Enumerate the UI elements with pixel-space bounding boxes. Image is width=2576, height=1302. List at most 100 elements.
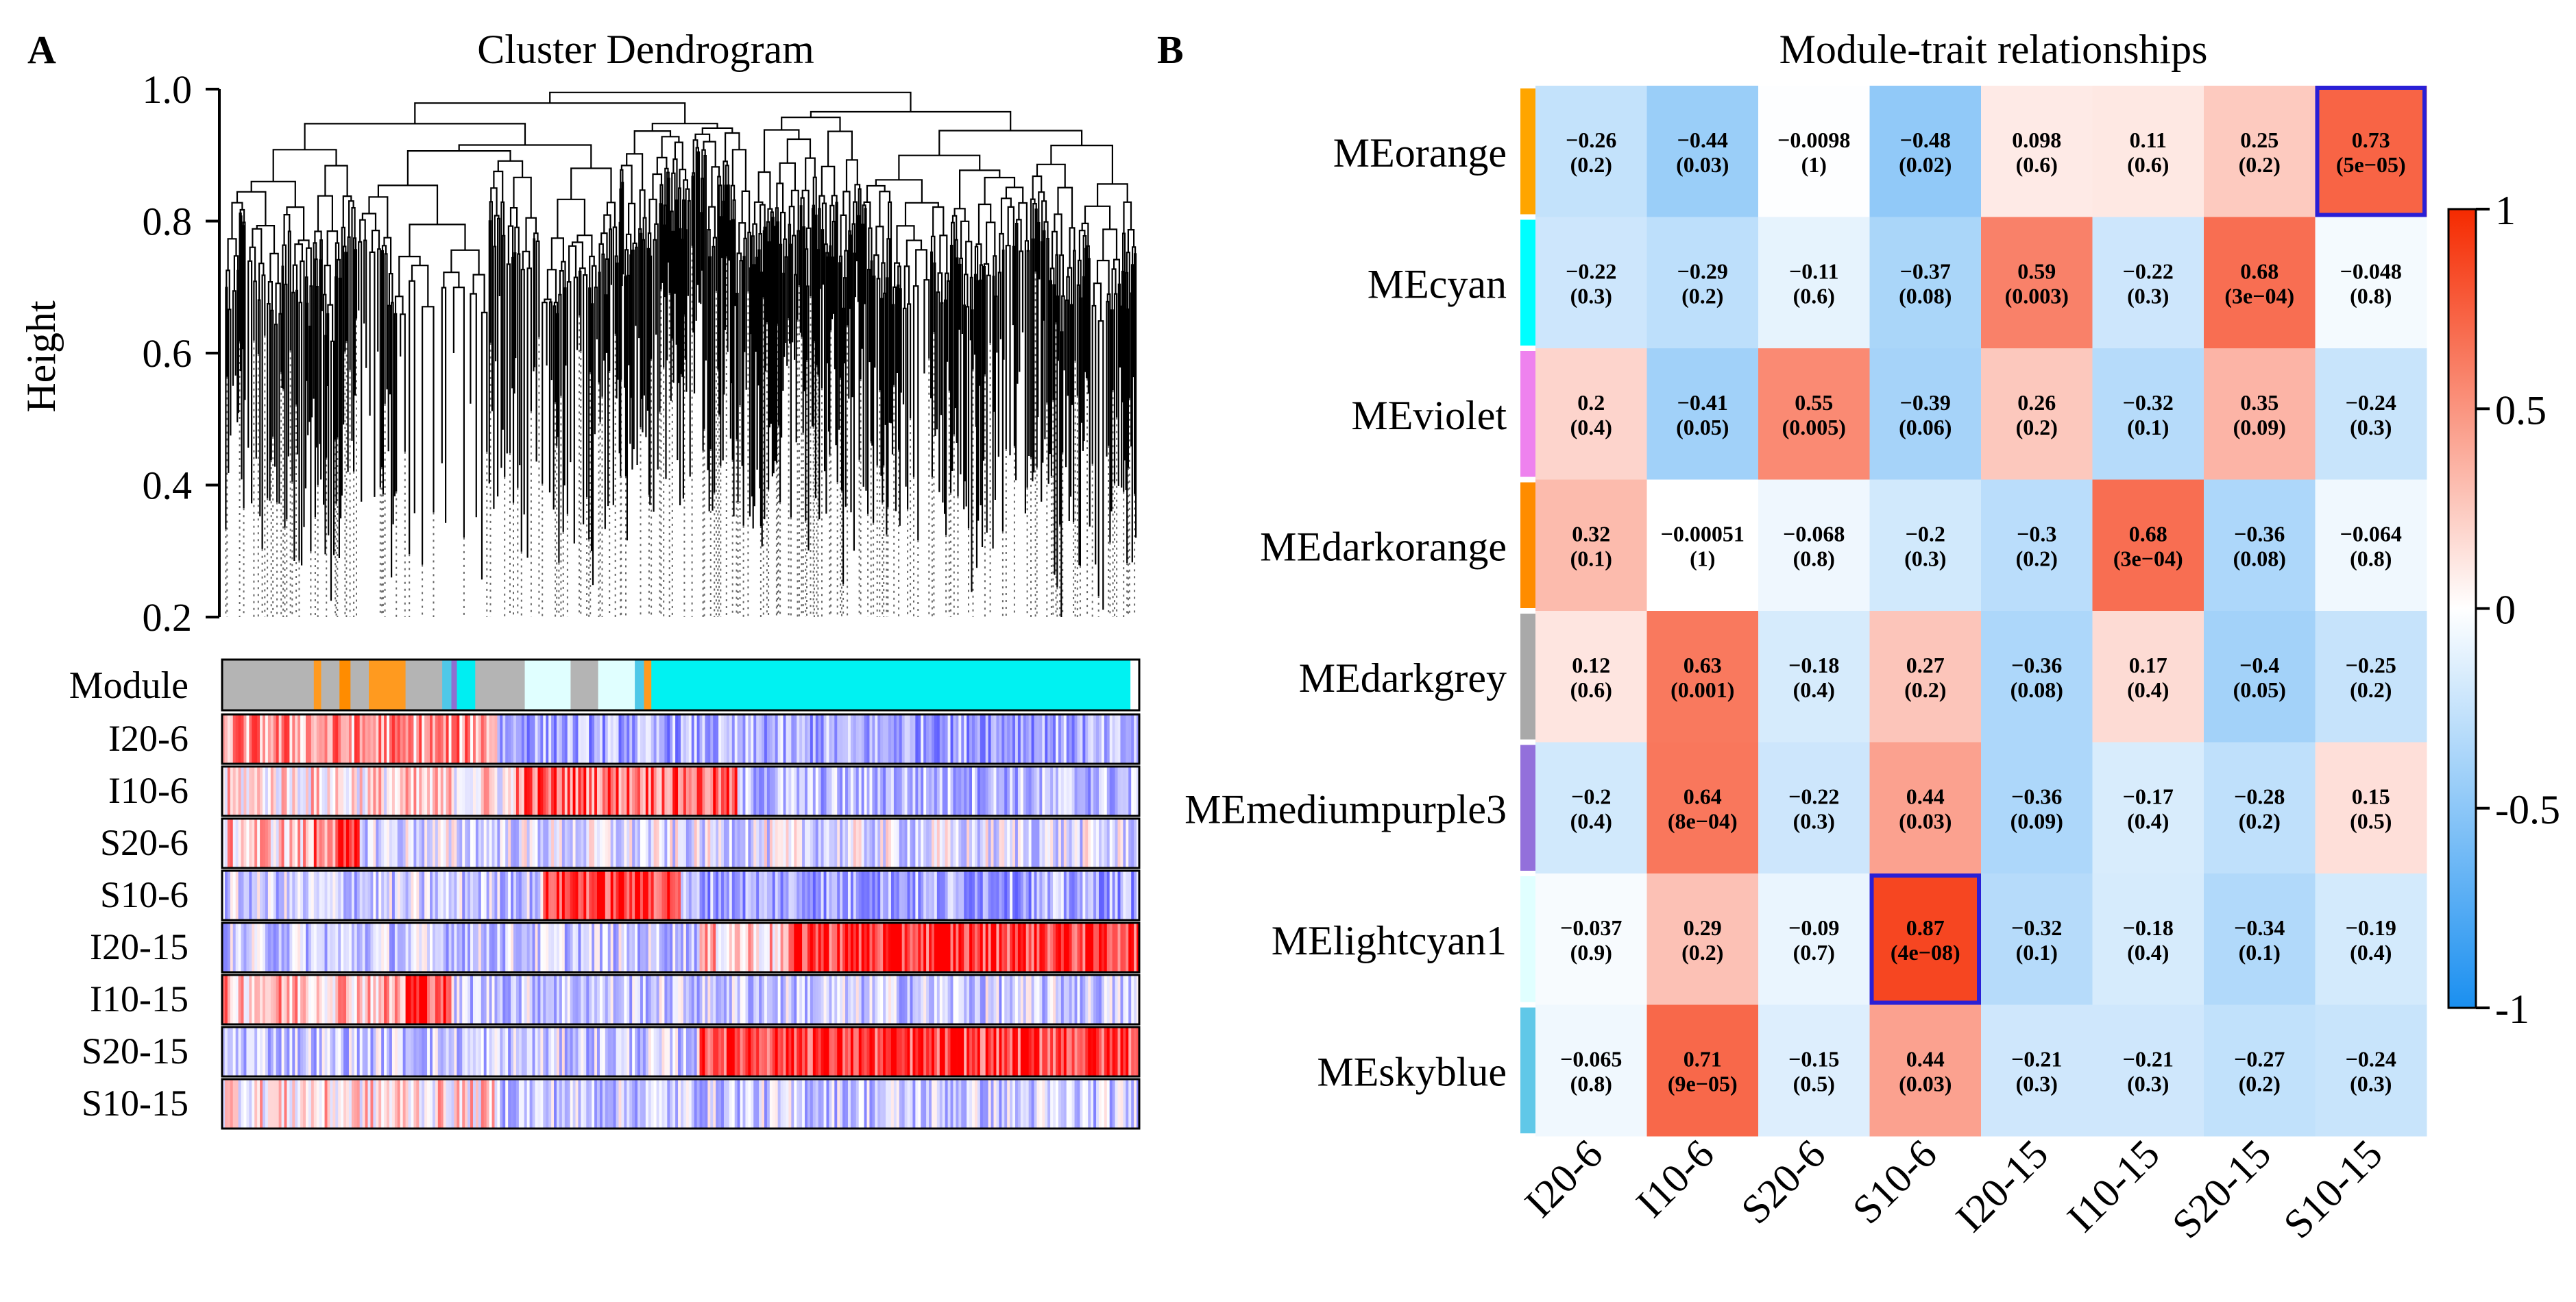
trait-stripe [1115,1027,1119,1076]
trait-stripe [227,923,231,972]
trait-stripe [319,975,323,1024]
trait-stripe [465,767,468,816]
trait-stripe [257,923,260,972]
trait-stripe [435,923,439,972]
trait-stripe [694,975,698,1024]
trait-stripe [721,1027,725,1076]
trait-stripe [394,767,398,816]
trait-stripe [912,714,916,764]
trait-stripe [847,714,851,764]
trait-stripe [378,1027,382,1076]
trait-stripe [1096,819,1099,868]
trait-stripe [589,1027,592,1076]
trait-stripe [840,923,843,972]
trait-stripe [926,923,929,972]
trait-stripe [432,714,436,764]
trait-stripe [713,871,716,920]
trait-stripe [864,871,868,920]
trait-stripe [284,1027,288,1076]
trait-stripe [821,767,825,816]
trait-stripe [1134,923,1137,972]
trait-stripe [996,975,999,1024]
trait-stripe [880,767,884,816]
trait-stripe [570,1027,574,1076]
trait-stripe [1012,767,1016,816]
trait-stripe [956,819,959,868]
trait-stripe [745,1027,749,1076]
trait-stripe [791,871,794,920]
heatmap-cell [1535,1004,1647,1137]
trait-stripe [923,923,927,972]
trait-stripe [972,1079,975,1129]
trait-column-label: I20-15 [1947,1131,2057,1241]
trait-stripe [287,1079,290,1129]
trait-stripe [967,975,970,1024]
trait-stripe [1088,1027,1091,1076]
trait-stripe [675,975,679,1024]
trait-stripe [243,975,247,1024]
trait-stripe [823,767,827,816]
cell-correlation: 0.55 [1795,390,1833,415]
trait-stripe [232,871,236,920]
trait-stripe [1071,714,1076,764]
trait-stripe [777,819,781,868]
trait-stripe [645,1027,649,1076]
trait-stripe [886,767,889,816]
trait-stripe [1093,767,1097,816]
trait-stripe [1063,1079,1067,1129]
trait-stripe [405,923,409,972]
trait-stripe [829,819,832,868]
trait-stripe [861,871,865,920]
trait-stripe [691,767,695,816]
trait-stripe [416,923,420,972]
trait-stripe [853,871,857,920]
trait-stripe [578,871,581,920]
trait-stripe [888,923,892,972]
trait-stripe [945,1027,949,1076]
trait-stripe [618,923,622,972]
trait-stripe [265,714,269,764]
trait-stripe [341,1027,344,1076]
trait-stripe [718,975,722,1024]
trait-stripe [799,871,803,920]
trait-stripe [472,767,476,816]
trait-stripe [950,871,954,920]
trait-stripe [1115,923,1119,972]
trait-stripe [1039,1027,1043,1076]
heatmap-cell [1869,873,1982,1005]
trait-stripe [397,767,401,816]
trait-stripe [821,871,825,920]
trait-stripe [1036,714,1040,764]
trait-stripe [457,975,460,1024]
trait-stripe [416,714,420,764]
panel-b: B Module-trait relationships MEorangeMEc… [1157,27,2560,1247]
trait-stripe [753,871,757,920]
trait-stripe [556,714,560,764]
trait-stripe [926,819,929,868]
trait-stripe [581,767,584,816]
trait-stripe [656,871,660,920]
trait-stripe [956,1027,959,1076]
trait-stripe [408,923,412,972]
module-color-swatch [1520,482,1535,608]
trait-stripe [351,923,355,972]
trait-stripe [1104,819,1108,868]
trait-stripe [543,871,546,920]
trait-stripe [707,1079,711,1129]
trait-stripe [465,975,468,1024]
trait-stripe [472,871,476,920]
trait-stripe [904,819,908,868]
trait-stripe [661,871,665,920]
trait-stripe [939,767,943,816]
trait-stripe [635,1079,638,1129]
trait-stripe [645,871,649,920]
trait-stripe [224,819,228,868]
module-segment [442,660,452,710]
trait-stripe [384,714,387,764]
trait-stripe [521,923,525,972]
heatmap-cell [2315,742,2427,874]
trait-stripe [292,819,295,868]
trait-stripe [786,1027,790,1076]
trait-stripe [273,871,277,920]
trait-stripe [416,819,420,868]
